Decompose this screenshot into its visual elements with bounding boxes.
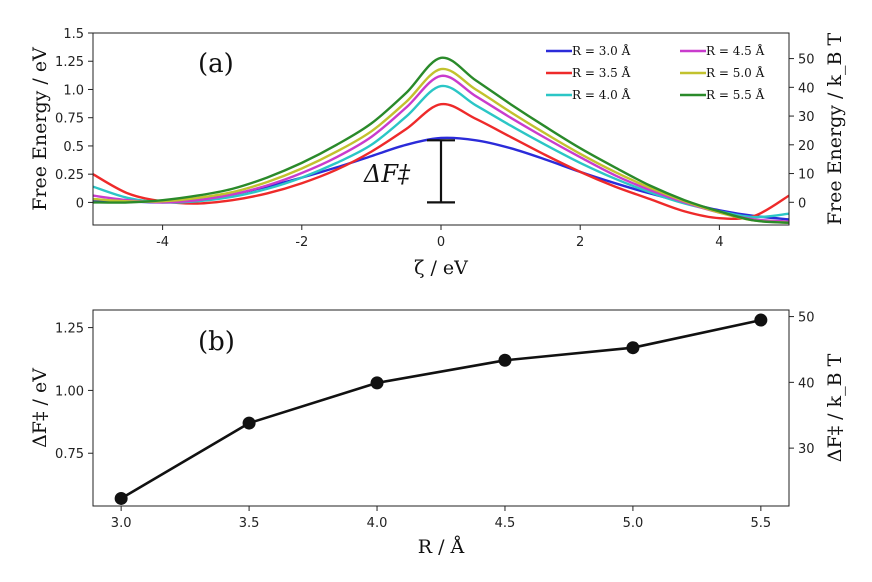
panel-b-ylabel: ΔF‡ / eV <box>29 368 51 448</box>
panel-b-ylabel-right: ΔF‡ / k_B T <box>824 353 846 462</box>
barrier-point-4 <box>498 353 512 367</box>
legend-label-6: R = 5.5 Å <box>706 87 765 102</box>
panel-b-xtick-label: 5.0 <box>623 516 644 531</box>
barrier-point-3 <box>370 376 384 390</box>
panel-a-xtick-label: -2 <box>295 235 308 250</box>
panel-b-xtick-label: 3.5 <box>239 516 260 531</box>
panel-a-ytick-label: 0.5 <box>63 140 84 155</box>
legend-label-1: R = 3.0 Å <box>572 43 631 58</box>
panel-b-ytick-right-label: 50 <box>798 311 815 326</box>
panel-b-xlabel: R / Å <box>418 536 465 558</box>
panel-a-ytick-right-label: 50 <box>798 53 815 68</box>
panel-b-xtick-label: 4.0 <box>367 516 388 531</box>
panel-a-xtick-label: 4 <box>715 235 723 250</box>
panel-a-ylabel: Free Energy / eV <box>29 47 51 211</box>
panel-a-label: (a) <box>198 49 234 79</box>
panel-a-ylabel-right: Free Energy / k_B T <box>824 33 846 226</box>
barrier-line <box>120 318 762 500</box>
panel-a-xlabel: ζ / eV <box>414 257 468 279</box>
series-line-2 <box>93 102 789 221</box>
panel-b-xtick-label: 3.0 <box>111 516 132 531</box>
panel-a-ytick-right-label: 40 <box>798 81 815 96</box>
legend: R = 3.0 Å R = 3.5 Å R = 4.0 Å R = 4.5 Å R = … <box>546 43 765 102</box>
panel-b-ytick-right-label: 40 <box>798 376 815 391</box>
panel-a-ytick-label: 0.25 <box>55 168 84 183</box>
panel-a-ytick-label: 1.25 <box>55 55 84 70</box>
panel-a-ytick-right-label: 20 <box>798 139 815 154</box>
barrier-point-1 <box>114 491 128 505</box>
panel-a-ytick-label: 0 <box>76 196 84 211</box>
series-line-6 <box>93 56 789 224</box>
panel-a-xtick-label: 0 <box>437 235 445 250</box>
panel-a-ytick-label: 1.0 <box>63 83 84 98</box>
panel-a-ytick-right-label: 10 <box>798 168 815 183</box>
series-line-5 <box>93 67 789 224</box>
barrier-point-2 <box>242 416 256 430</box>
panel-a-ytick-right-label: 0 <box>798 196 806 211</box>
panel-b-ytick-label: 1.00 <box>55 384 84 399</box>
panel-b-label: (b) <box>198 327 235 357</box>
legend-label-2: R = 3.5 Å <box>572 65 631 80</box>
barrier-point-6 <box>754 313 768 327</box>
panel-b: 3.0 3.5 4.0 4.5 5.0 5.5 0.75 1.00 1.25 30 40 50 (… <box>29 309 846 558</box>
panel-a-xtick-label: 2 <box>576 235 584 250</box>
panel-b-frame <box>92 309 790 507</box>
legend-label-3: R = 4.0 Å <box>572 87 631 102</box>
panel-a-xtick-label: -4 <box>156 235 169 250</box>
series-line-3 <box>93 84 789 219</box>
panel-b-xtick-label: 5.5 <box>751 516 772 531</box>
barrier-point-5 <box>626 341 640 355</box>
panel-b-ytick-right-label: 30 <box>798 442 815 457</box>
delta-f-annotation: ΔF‡ <box>363 139 455 204</box>
legend-label-5: R = 5.0 Å <box>706 65 765 80</box>
panel-b-ytick-label: 0.75 <box>55 447 84 462</box>
panel-a-series-group <box>93 56 789 224</box>
delta-f-label: ΔF‡ <box>363 160 411 188</box>
panel-a-ytick-label: 1.5 <box>63 27 84 42</box>
panel-a-ytick-right-label: 30 <box>798 110 815 125</box>
panel-b-ytick-label: 1.25 <box>55 322 84 337</box>
legend-label-4: R = 4.5 Å <box>706 43 765 58</box>
panel-a-ytick-label: 0.75 <box>55 112 84 127</box>
panel-b-xtick-label: 4.5 <box>495 516 516 531</box>
panel-a: ΔF‡ -4 -2 0 2 4 0 0.25 0.5 0.75 1.0 1.25 1.5 0 10 20… <box>29 27 846 279</box>
series-line-4 <box>93 74 789 223</box>
